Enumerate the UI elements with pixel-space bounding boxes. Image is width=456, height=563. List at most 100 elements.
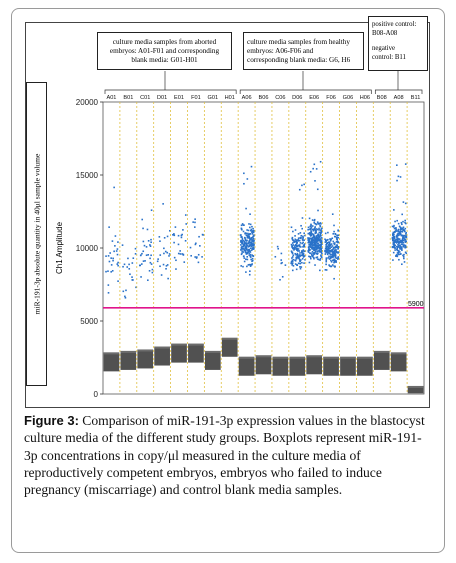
positive-droplet-point bbox=[299, 246, 302, 248]
negative-band-edge bbox=[407, 385, 424, 388]
positive-droplet-point bbox=[313, 246, 316, 248]
positive-droplet-point bbox=[135, 286, 137, 289]
positive-droplet-point bbox=[313, 253, 315, 256]
positive-droplet-point bbox=[245, 232, 248, 235]
positive-droplet-point bbox=[157, 258, 159, 260]
positive-droplet-point bbox=[312, 256, 315, 259]
positive-droplet-point bbox=[162, 263, 165, 266]
positive-droplet-point bbox=[279, 278, 281, 281]
positive-droplet-point bbox=[332, 251, 335, 253]
positive-droplet-point bbox=[253, 243, 255, 246]
positive-droplet-point bbox=[316, 234, 319, 237]
positive-droplet-point bbox=[320, 240, 323, 242]
positive-droplet-point bbox=[249, 237, 251, 240]
positive-droplet-point bbox=[168, 253, 171, 255]
positive-droplet-point bbox=[299, 255, 301, 258]
positive-droplet-point bbox=[117, 280, 119, 282]
positive-droplet-point bbox=[325, 245, 327, 248]
negative-droplet-band bbox=[357, 356, 373, 376]
positive-droplet-point bbox=[329, 256, 332, 259]
positive-droplet-point bbox=[401, 223, 403, 226]
negative-band-edge bbox=[373, 350, 390, 353]
positive-droplet-point bbox=[393, 242, 395, 244]
positive-droplet-point bbox=[312, 235, 315, 238]
well-label: E06 bbox=[309, 95, 319, 101]
positive-droplet-point bbox=[241, 250, 243, 252]
positive-droplet-point bbox=[110, 257, 112, 259]
positive-droplet-point bbox=[296, 264, 298, 266]
positive-droplet-point bbox=[331, 245, 334, 247]
negative-band-edge bbox=[340, 356, 356, 359]
negative-band-edge bbox=[238, 356, 255, 359]
positive-droplet-point bbox=[319, 247, 322, 249]
positive-droplet-point bbox=[326, 247, 328, 249]
positive-droplet-point bbox=[309, 252, 311, 254]
legend-aborted-line: embryos: A01-F01 and corresponding bbox=[109, 47, 220, 55]
positive-droplet-point bbox=[334, 266, 336, 268]
positive-droplet-point bbox=[299, 262, 302, 265]
positive-droplet-point bbox=[324, 239, 327, 242]
positive-droplet-point bbox=[316, 240, 319, 242]
positive-droplet-point bbox=[295, 240, 298, 243]
positive-droplet-point bbox=[297, 237, 300, 239]
positive-droplet-point bbox=[311, 250, 314, 253]
positive-droplet-point bbox=[330, 246, 333, 248]
positive-droplet-point bbox=[298, 188, 301, 191]
positive-droplet-point bbox=[252, 235, 255, 238]
positive-droplet-point bbox=[308, 261, 311, 264]
positive-droplet-point bbox=[399, 245, 402, 248]
positive-droplet-point bbox=[332, 253, 335, 255]
positive-droplet-point bbox=[252, 236, 254, 239]
well-label: B01 bbox=[123, 95, 133, 101]
positive-droplet-point bbox=[293, 240, 295, 242]
positive-droplet-point bbox=[317, 244, 320, 246]
positive-droplet-point bbox=[319, 257, 322, 260]
positive-droplet-point bbox=[337, 251, 339, 253]
positive-droplet-point bbox=[123, 263, 126, 266]
positive-droplet-point bbox=[250, 249, 253, 251]
positive-droplet-point bbox=[309, 244, 312, 247]
positive-droplet-point bbox=[325, 260, 328, 263]
positive-droplet-point bbox=[393, 245, 395, 248]
positive-droplet-point bbox=[312, 238, 314, 240]
positive-droplet-point bbox=[402, 254, 404, 257]
positive-droplet-point bbox=[298, 256, 300, 259]
positive-droplet-point bbox=[245, 271, 247, 273]
positive-droplet-point bbox=[122, 265, 124, 268]
positive-droplet-point bbox=[274, 255, 277, 258]
positive-droplet-point bbox=[303, 245, 306, 248]
positive-droplet-point bbox=[314, 251, 316, 254]
positive-droplet-point bbox=[396, 255, 399, 258]
positive-droplet-point bbox=[335, 257, 338, 259]
positive-droplet-point bbox=[291, 246, 293, 249]
positive-droplet-point bbox=[292, 247, 294, 250]
positive-droplet-point bbox=[125, 289, 127, 292]
positive-droplet-point bbox=[252, 231, 255, 234]
positive-droplet-point bbox=[337, 256, 340, 258]
positive-droplet-point bbox=[324, 241, 327, 243]
positive-droplet-point bbox=[320, 250, 323, 252]
well-label: A08 bbox=[394, 95, 404, 101]
negative-band-edge bbox=[390, 352, 407, 355]
positive-droplet-point bbox=[332, 240, 335, 243]
positive-droplet-point bbox=[312, 234, 315, 236]
positive-droplet-point bbox=[251, 243, 254, 246]
positive-droplet-point bbox=[395, 245, 398, 248]
positive-droplet-point bbox=[316, 221, 319, 223]
positive-droplet-point bbox=[251, 233, 254, 235]
positive-droplet-point bbox=[319, 238, 322, 240]
positive-droplet-point bbox=[143, 244, 146, 247]
positive-droplet-point bbox=[299, 267, 302, 270]
negative-droplet-band bbox=[221, 337, 238, 357]
positive-droplet-point bbox=[392, 251, 395, 254]
positive-droplet-point bbox=[308, 217, 311, 220]
positive-droplet-point bbox=[246, 236, 249, 239]
positive-droplet-point bbox=[399, 230, 402, 233]
positive-droplet-point bbox=[249, 250, 251, 252]
positive-droplet-point bbox=[320, 251, 322, 253]
positive-droplet-point bbox=[121, 244, 124, 246]
positive-droplet-point bbox=[401, 246, 403, 249]
positive-droplet-point bbox=[396, 248, 398, 250]
positive-droplet-point bbox=[316, 235, 318, 238]
positive-droplet-point bbox=[298, 257, 300, 260]
